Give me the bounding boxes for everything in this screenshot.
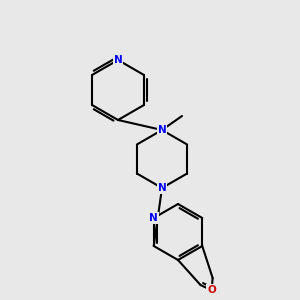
Text: N: N (149, 213, 158, 223)
Text: O: O (207, 285, 216, 295)
Text: N: N (114, 55, 122, 65)
Text: N: N (158, 183, 166, 193)
Text: N: N (158, 125, 166, 135)
